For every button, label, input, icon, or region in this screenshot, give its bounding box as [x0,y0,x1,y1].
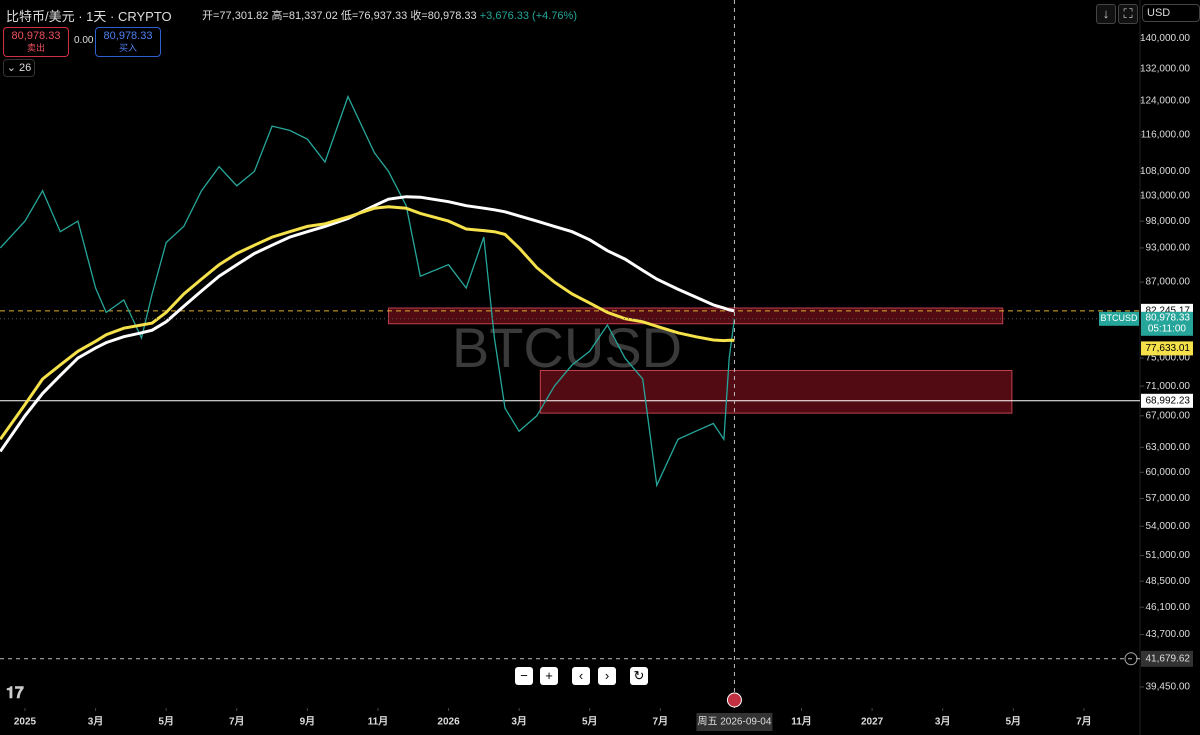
y-tick-label: 48,500.00 [1146,576,1191,587]
close: 收=80,978.33 [410,10,477,22]
level-label-bg [1141,393,1193,408]
zone [388,307,1004,325]
level-label: 82,245.17 [1146,305,1191,316]
y-tick-label: 60,000.00 [1146,467,1191,478]
y-tick-label: 71,000.00 [1146,381,1191,392]
ma-label: 77,633.01 [1146,343,1191,354]
buy-label: 买入 [118,43,137,53]
x-tick-label: 2027 [861,717,884,728]
open: 开=77,301.82 [202,10,269,22]
buy-button[interactable]: 80,978.33 买入 [95,27,161,57]
level-label: 68,992.23 [1146,395,1191,406]
spread: 0.00 [74,35,94,46]
x-tick-label: 2025 [14,717,37,728]
x-tick-label: 3月 [88,716,104,728]
ohlc: 开=77,301.82 高=81,337.02 低=76,937.33 收=80… [202,7,577,23]
x-tick-label: 3月 [511,716,527,728]
y-tick-label: 124,000.00 [1140,95,1190,106]
event-marker [726,692,742,708]
symbol-tag-text: BTCUSD [1100,313,1138,323]
last-price-bg [1141,311,1193,336]
y-tick-label: 75,000.00 [1146,353,1191,364]
y-tick-label: 67,000.00 [1146,410,1191,421]
sell-label: 卖出 [26,43,45,53]
x-tick-label: 5月 [582,716,598,728]
watermark: BTCUSD [452,316,682,379]
price-line [0,94,736,488]
y-tick-label: 46,100.00 [1146,602,1191,613]
y-tick-label: 39,450.00 [1146,682,1191,693]
y-tick-label: 140,000.00 [1140,33,1190,44]
indicators-toggle[interactable]: ⌄ 26 [3,59,35,77]
y-tick-label: 103,000.00 [1140,190,1190,201]
y-tick-label: 57,000.00 [1146,493,1191,504]
buy-price: 80,978.33 [103,30,153,42]
ma-label-bg [1141,341,1193,356]
crosshair-x-label: 周五 2026-09-04 [697,716,771,728]
x-tick-label: 5月 [1006,716,1022,728]
y-tick-label: 132,000.00 [1140,63,1190,74]
y-tick-label: 87,000.00 [1146,277,1191,288]
add-alert [1124,652,1138,666]
y-tick-label: 116,000.00 [1141,129,1191,140]
crosshair-y-label: 41,679.62 [1146,653,1191,664]
crosshair-y-bg [1141,650,1193,667]
x-tick-label: 7月 [229,716,245,728]
zone [539,369,1013,414]
indicator-count: 26 [19,62,32,74]
download-button[interactable]: ↓ [1096,4,1116,24]
x-tick-label: 11月 [791,716,812,728]
x-tick-label: 2026 [437,717,460,728]
zoom-out[interactable]: − [515,667,533,685]
x-tick-label: 7月 [653,716,669,728]
logo: 𝟏𝟕 [6,685,24,702]
moving-average [0,195,735,453]
y-tick-label: 93,000.00 [1146,243,1191,254]
sell-button[interactable]: 80,978.33 卖出 [3,27,69,57]
y-tick-label: 108,000.00 [1140,166,1190,177]
symbol-tag [1099,311,1139,326]
reset[interactable]: ↻ [630,667,648,685]
x-tick-label: 9月 [300,716,316,728]
last-price-label: 80,978.33 [1146,312,1191,323]
x-tick-label: 11月 [368,716,389,728]
y-tick-label: 54,000.00 [1146,521,1191,532]
zoom-in[interactable]: + [540,667,558,685]
scroll-right[interactable]: › [598,667,616,685]
y-tick-label: 98,000.00 [1146,216,1191,227]
y-tick-label: 43,700.00 [1146,629,1191,640]
crosshair-x-bg [696,713,773,731]
y-tick-label: 51,000.00 [1146,550,1191,561]
currency-select[interactable]: USD [1142,4,1200,22]
countdown: 05:11:00 [1148,323,1187,334]
scroll-left[interactable]: ‹ [572,667,590,685]
symbol[interactable]: 比特币/美元 · 1天 · CRYPTO [6,9,172,24]
low: 低=76,937.33 [340,10,408,22]
fullscreen-button[interactable]: ⛶ [1118,4,1138,24]
x-tick-label: 7月 [1076,716,1092,728]
y-tick-label: 63,000.00 [1146,442,1191,453]
moving-average [0,205,735,441]
time-axis-bg [0,708,1200,735]
sell-price: 80,978.33 [11,30,61,42]
x-tick-label: 5月 [158,716,174,728]
high: 高=81,337.02 [271,10,338,22]
change: +3,676.33 (+4.76%) [479,10,577,22]
x-tick-label: 3月 [935,716,951,728]
